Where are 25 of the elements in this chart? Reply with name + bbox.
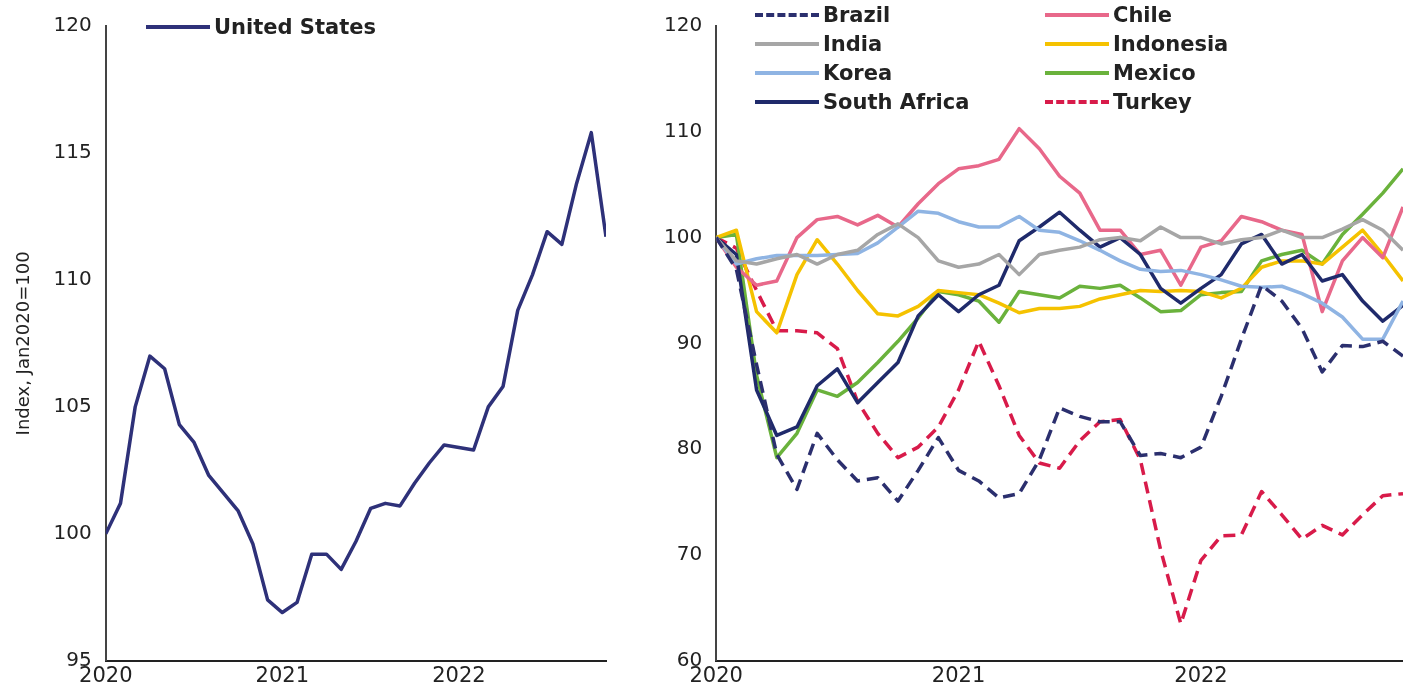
- legend-label: Indonesia: [1113, 31, 1229, 56]
- legend-label: Brazil: [823, 2, 891, 27]
- y-tick-label: 120: [663, 12, 703, 37]
- legend-label: United States: [214, 14, 376, 39]
- y-axis-title: Index, Jan2020=100: [12, 251, 34, 436]
- x-tick-label: 2022: [1174, 662, 1228, 687]
- y-tick-label: 70: [676, 541, 703, 566]
- legend-label: Turkey: [1113, 89, 1192, 114]
- y-tick-label: 110: [53, 266, 92, 291]
- y-tick-label: 80: [676, 435, 703, 460]
- y-tick-label: 120: [53, 12, 92, 37]
- legend-label: Korea: [823, 60, 893, 85]
- y-tick-label: 100: [663, 223, 703, 248]
- y-tick-label: 110: [663, 118, 703, 142]
- legend-label: Chile: [1113, 2, 1173, 27]
- legend-label: South Africa: [823, 89, 970, 114]
- x-tick-label: 2022: [432, 662, 486, 687]
- y-tick-label: 115: [53, 139, 92, 164]
- y-tick-label: 90: [676, 329, 703, 354]
- y-tick-label: 105: [53, 393, 92, 418]
- legend-label: India: [823, 31, 883, 56]
- legend-label: Mexico: [1113, 60, 1196, 85]
- y-tick-label: 100: [53, 520, 92, 545]
- x-tick-label: 2021: [931, 662, 986, 687]
- x-tick-label: 2021: [255, 662, 310, 687]
